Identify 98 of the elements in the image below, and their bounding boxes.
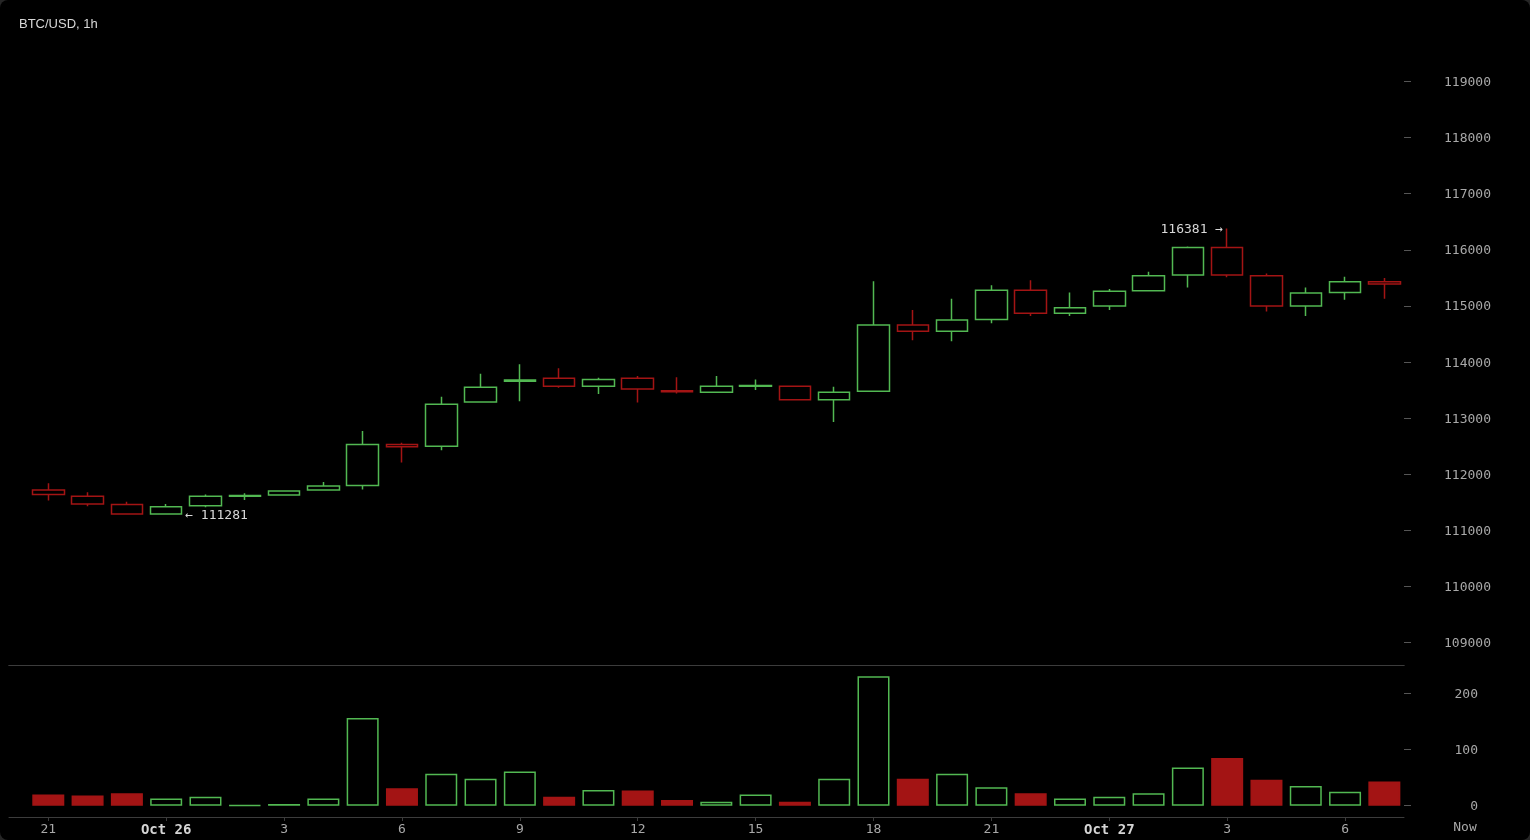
y-tick-label: 118000	[1444, 130, 1491, 146]
y-tick-label: 110000	[1444, 578, 1491, 594]
candlestick	[424, 396, 459, 451]
x-tick-label: 12	[629, 821, 646, 836]
candlestick	[306, 481, 341, 492]
candlestick	[463, 373, 498, 404]
y-tick-label: 0	[1470, 798, 1478, 814]
candlestick	[1053, 291, 1087, 317]
x-tick-label: 21	[983, 821, 1000, 836]
bar	[1171, 767, 1204, 806]
candlestick	[778, 384, 812, 401]
y-tick-label: 109000	[1444, 635, 1491, 651]
x-tick-label: Oct 26	[140, 821, 192, 837]
bar	[818, 778, 851, 806]
bar	[1368, 781, 1401, 806]
candlestick	[856, 280, 891, 393]
x-tick-label: 3	[280, 821, 288, 836]
x-tick-label: 3	[1223, 821, 1232, 836]
candlestick	[1210, 227, 1244, 279]
candlestick	[817, 385, 851, 423]
bar	[661, 800, 694, 806]
bar	[621, 790, 654, 806]
bar	[110, 793, 143, 806]
candlestick	[935, 297, 969, 343]
candlestick	[345, 430, 380, 491]
candlestick	[267, 489, 301, 497]
y-tick-label: 200	[1454, 685, 1478, 701]
bar	[425, 773, 458, 806]
bar	[857, 676, 890, 806]
candlestick	[542, 367, 576, 389]
y-tick-label: 115000	[1444, 298, 1491, 314]
candlestick	[228, 492, 262, 501]
bar	[1014, 793, 1047, 806]
annotation: 116381 →	[1160, 220, 1224, 236]
candlestick	[385, 442, 419, 464]
candlestick	[149, 503, 183, 516]
bar	[700, 801, 733, 806]
bar	[385, 788, 418, 806]
x-tick-label: 6	[1341, 821, 1349, 836]
candlestick	[699, 375, 734, 394]
bar	[150, 798, 183, 806]
bar	[582, 789, 615, 806]
y-tick-label: 116000	[1444, 242, 1491, 258]
text: BTC/USD, 1h	[19, 16, 98, 31]
bar	[975, 787, 1008, 806]
candlestick	[31, 482, 66, 502]
y-tick-label: 117000	[1444, 186, 1491, 202]
bar	[739, 794, 772, 806]
y-tick-label: 114000	[1444, 354, 1491, 370]
bar	[1329, 791, 1362, 806]
x-tick-label: 6	[398, 821, 406, 836]
candlestick	[70, 491, 105, 507]
bar	[1250, 779, 1283, 806]
bar	[189, 796, 222, 806]
bar	[936, 773, 969, 806]
candlestick	[581, 377, 616, 395]
bar	[1132, 793, 1165, 806]
y-tick-label: 113000	[1444, 410, 1491, 426]
bar	[1053, 798, 1086, 806]
x-tick-label: 15	[747, 821, 764, 836]
candlestick	[1131, 270, 1166, 293]
y-tick-label: 112000	[1444, 466, 1491, 482]
x-tick-label: 21	[40, 821, 57, 836]
candlestick	[1013, 279, 1048, 317]
candlestick	[738, 378, 773, 391]
bar	[307, 798, 340, 806]
bar	[32, 794, 65, 806]
y-tick-label: 119000	[1444, 74, 1491, 90]
bar	[71, 795, 104, 806]
bar	[896, 778, 929, 806]
candlestick	[503, 363, 537, 403]
bar	[778, 801, 811, 806]
bar	[1093, 796, 1126, 806]
candlestick	[1328, 276, 1362, 301]
x-tick-label: 18	[865, 821, 882, 836]
x-tick-label: 9	[515, 821, 524, 836]
candlestick	[1249, 272, 1284, 313]
candlestick	[1289, 286, 1323, 317]
candlestick	[896, 309, 930, 341]
bar	[1289, 786, 1322, 806]
text: Now	[1453, 818, 1477, 834]
x-tick-label: Oct 27	[1083, 821, 1135, 837]
y-tick-label: 100	[1454, 741, 1478, 757]
candlestick	[1367, 277, 1402, 300]
bar	[503, 771, 536, 806]
bar	[1211, 757, 1244, 806]
bar	[346, 717, 379, 806]
candlestick	[110, 500, 144, 515]
candlestick	[188, 493, 223, 509]
candlestick	[974, 284, 1009, 325]
candlestick	[1171, 245, 1205, 289]
bar	[543, 796, 576, 806]
candlestick	[660, 376, 694, 395]
candlestick	[1092, 288, 1127, 311]
y-tick-label: 111000	[1444, 522, 1491, 538]
annotation: ← 111281	[185, 507, 248, 523]
candlestick	[620, 375, 655, 404]
bar	[464, 778, 497, 806]
